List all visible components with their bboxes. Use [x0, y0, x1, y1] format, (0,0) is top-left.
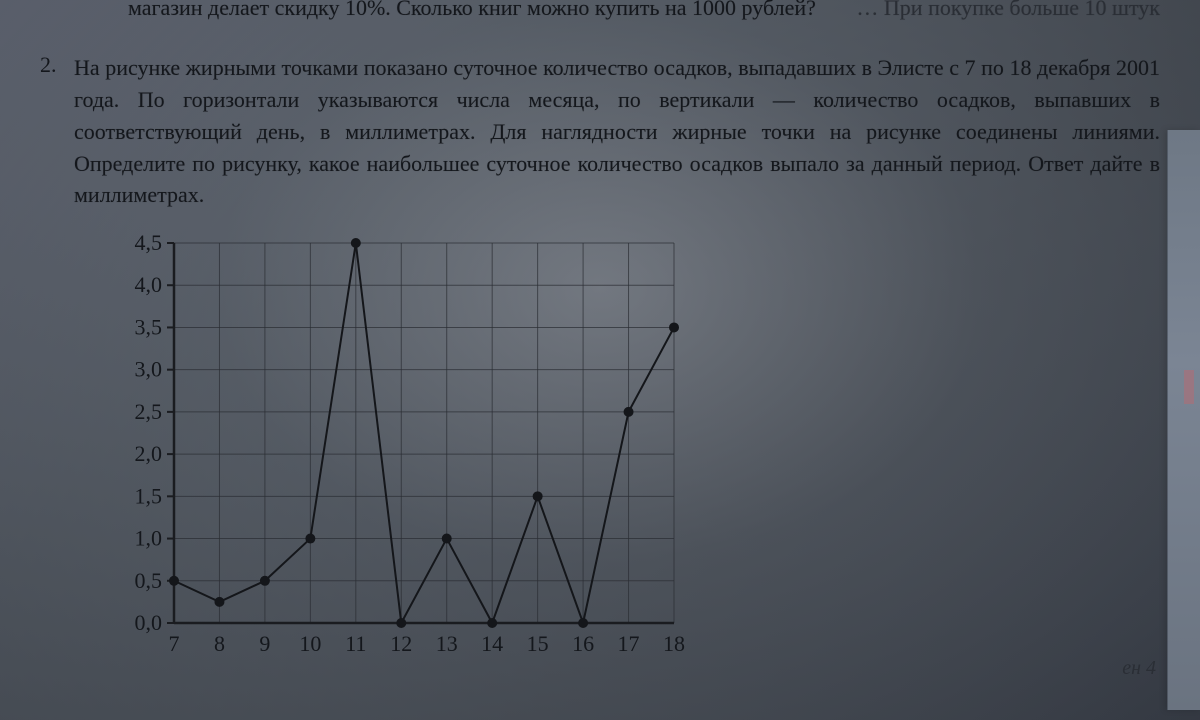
svg-text:2,5: 2,5	[135, 399, 163, 424]
svg-text:13: 13	[436, 631, 458, 656]
svg-text:4,5: 4,5	[135, 233, 163, 255]
svg-text:18: 18	[663, 631, 685, 656]
svg-text:10: 10	[299, 631, 321, 656]
top-fragment: … При покупке больше 10 штук магазин дел…	[40, 0, 1160, 24]
svg-text:11: 11	[345, 631, 366, 656]
svg-text:14: 14	[481, 631, 503, 656]
svg-text:1,0: 1,0	[135, 526, 163, 551]
page: … При покупке больше 10 штук магазин дел…	[0, 0, 1200, 720]
top-fragment-main: магазин делает скидку 10%. Сколько книг …	[128, 0, 816, 20]
svg-text:3,5: 3,5	[135, 315, 163, 340]
svg-text:0,0: 0,0	[135, 610, 163, 635]
svg-text:9: 9	[259, 631, 270, 656]
problem-text: На рисунке жирными точками показано суто…	[74, 52, 1160, 211]
binding-edge	[1167, 130, 1200, 710]
top-fragment-tail: … При покупке больше 10 штук	[856, 0, 1160, 24]
problem-number: 2.	[40, 52, 74, 668]
svg-text:8: 8	[214, 631, 225, 656]
svg-text:4,0: 4,0	[135, 273, 163, 298]
svg-text:16: 16	[572, 631, 594, 656]
svg-text:15: 15	[527, 631, 549, 656]
page-edge-label: ен 4	[1122, 657, 1156, 680]
svg-text:3,0: 3,0	[135, 357, 163, 382]
svg-text:17: 17	[618, 631, 640, 656]
svg-text:12: 12	[390, 631, 412, 656]
problem-2: 2. На рисунке жирными точками показано с…	[40, 52, 1160, 668]
svg-text:7: 7	[169, 631, 180, 656]
svg-text:2,0: 2,0	[135, 441, 163, 466]
problem-body: На рисунке жирными точками показано суто…	[74, 52, 1160, 668]
chart-svg: 0,0 0,5 1,0 1,5 2,0 2,5 3,0 3,5 4,0 4,5 7 8 9 10 11 12 1…	[110, 233, 700, 663]
svg-text:1,5: 1,5	[135, 484, 163, 509]
precipitation-chart: 0,0 0,5 1,0 1,5 2,0 2,5 3,0 3,5 4,0 4,5 7 8 9 10 11 12 1…	[110, 233, 1160, 668]
svg-text:0,5: 0,5	[135, 568, 163, 593]
